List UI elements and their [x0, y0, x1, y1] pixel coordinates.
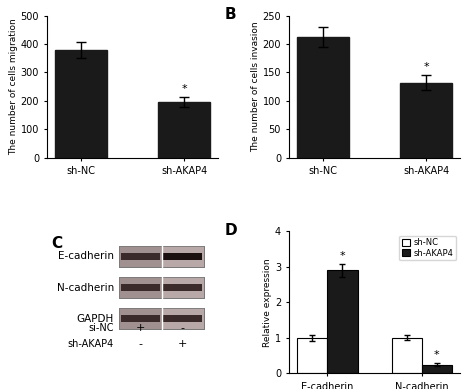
Text: N-cadherin: N-cadherin — [56, 282, 114, 293]
Text: GAPDH: GAPDH — [77, 314, 114, 324]
Bar — [297, 338, 328, 373]
Bar — [119, 245, 204, 267]
Y-axis label: The number of cells migration: The number of cells migration — [9, 18, 18, 155]
Bar — [328, 270, 357, 373]
Bar — [163, 253, 202, 260]
Text: D: D — [225, 223, 237, 238]
Bar — [119, 277, 204, 298]
Bar — [422, 364, 452, 373]
Bar — [297, 37, 349, 158]
Bar — [158, 102, 210, 158]
Text: B: B — [225, 7, 236, 22]
Bar — [121, 284, 160, 291]
Bar — [162, 245, 204, 267]
Bar — [119, 277, 204, 298]
Text: +: + — [178, 338, 188, 349]
Bar — [119, 308, 162, 329]
Y-axis label: Relative expression: Relative expression — [263, 258, 272, 347]
Bar — [121, 315, 160, 322]
Bar — [163, 284, 202, 291]
Bar — [121, 253, 160, 260]
Text: *: * — [423, 62, 429, 72]
Text: +: + — [136, 323, 145, 333]
Text: E-cadherin: E-cadherin — [58, 251, 114, 261]
Bar — [119, 308, 204, 329]
Bar — [392, 338, 422, 373]
Text: -: - — [138, 338, 142, 349]
Y-axis label: The number of cells invasion: The number of cells invasion — [251, 21, 260, 152]
Bar — [55, 50, 107, 158]
Legend: sh-NC, sh-AKAP4: sh-NC, sh-AKAP4 — [399, 236, 456, 260]
Bar — [119, 245, 162, 267]
Text: *: * — [340, 251, 345, 261]
Bar — [162, 277, 204, 298]
Bar — [163, 315, 202, 322]
Bar — [119, 245, 204, 267]
Text: -: - — [181, 323, 185, 333]
Bar — [162, 308, 204, 329]
Bar — [401, 82, 452, 158]
Bar — [119, 277, 162, 298]
Text: *: * — [434, 350, 440, 360]
Bar — [119, 308, 204, 329]
Text: C: C — [51, 236, 62, 251]
Text: *: * — [182, 84, 187, 94]
Text: si-NC: si-NC — [88, 323, 114, 333]
Text: sh-AKAP4: sh-AKAP4 — [68, 338, 114, 349]
